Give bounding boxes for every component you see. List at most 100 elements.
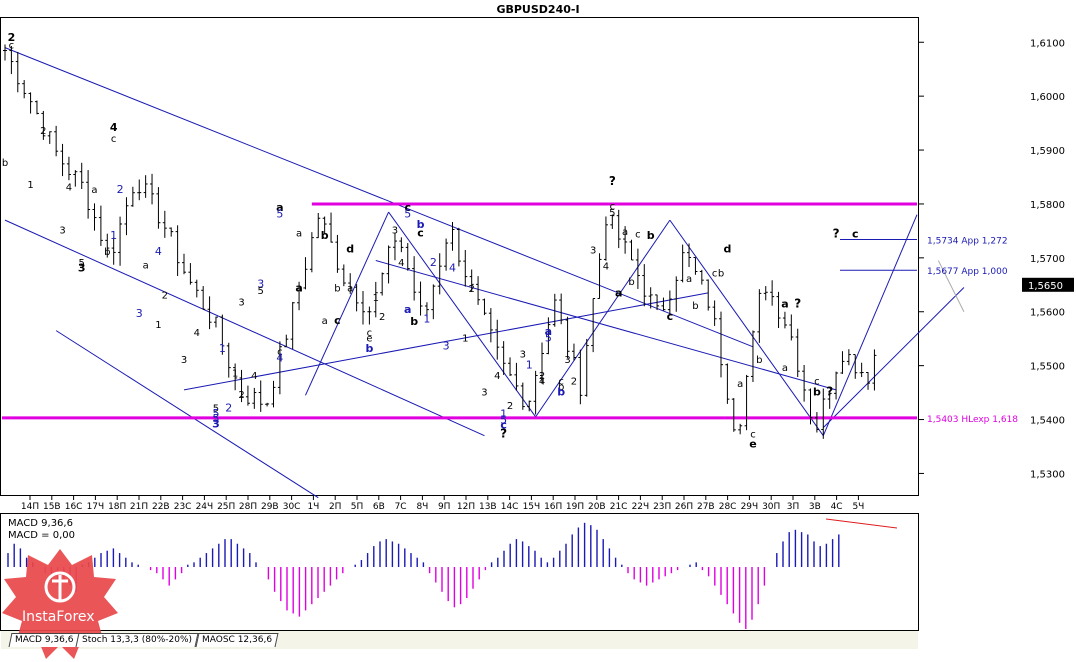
wave-label: 2 — [225, 401, 232, 414]
wave-label: 2 — [507, 401, 513, 412]
wave-label: 5 — [545, 331, 552, 344]
x-tick-label: 14С — [501, 502, 519, 512]
x-tick-label: 30П — [762, 502, 780, 512]
channel-line — [55, 330, 319, 499]
x-axis: 14П 15В 16С 17Ч 18П 21П 22В 23С 24Ч 25П 28П 29В 30С 1… — [21, 495, 864, 512]
x-tick-label: 6В — [373, 502, 385, 512]
x-tick-label: 8Ч — [416, 502, 428, 512]
x-tick-label: 16П — [544, 502, 562, 512]
wave-label: b — [2, 158, 8, 169]
x-tick-label: 12П — [457, 502, 475, 512]
wave-label: c — [558, 377, 564, 388]
x-tick-label: 9П — [438, 502, 451, 512]
instaforex-logo — [2, 549, 118, 659]
wave-label: c — [750, 429, 756, 440]
wave-label: 1 — [27, 180, 33, 191]
price-panel-frame — [0, 17, 919, 496]
x-tick-label: 23П — [653, 502, 671, 512]
wave-label: 5 — [500, 413, 507, 426]
wave-label: e — [366, 333, 372, 344]
wave-label: c — [712, 269, 718, 280]
wave-label: a — [781, 297, 788, 310]
wave-zigzag-line — [388, 211, 537, 418]
y-tick-label: 1,5700 — [1030, 254, 1065, 265]
tab-stoch[interactable]: Stoch 13,3,3 (80%-20%) — [75, 633, 199, 647]
x-tick-label: 29Ч — [741, 502, 759, 512]
x-tick-label: 22Ч — [632, 502, 650, 512]
x-tick-label: 23С — [174, 502, 192, 512]
wave-label: 3 — [136, 307, 143, 320]
wave-label: 3 — [212, 418, 220, 431]
x-tick-label: 15Ч — [523, 502, 541, 512]
wave-label: 4 — [194, 328, 200, 339]
divergence-line — [825, 518, 898, 529]
price-levels: 1,5734 App 1,272 1,5677 App 1,000 1,5403 H… — [2, 202, 1018, 425]
x-tick-label: 27В — [697, 502, 715, 512]
x-tick-label: 1Ч — [307, 502, 319, 512]
wave-label: 4 — [155, 245, 162, 258]
wave-label: c — [610, 201, 616, 212]
wave-label: 1 — [155, 320, 161, 331]
x-tick-label: 7С — [395, 502, 407, 512]
y-axis: 1,6100 1,6000 1,5900 1,5800 1,5700 1,5600 1,55… — [918, 38, 1065, 480]
x-tick-label: 22В — [152, 502, 170, 512]
y-tick-label: 1,5800 — [1030, 200, 1065, 211]
wave-label: c — [367, 328, 373, 339]
wave-label: c — [635, 229, 641, 240]
tab-macd[interactable]: MACD 9,36,6 — [8, 633, 80, 647]
wave-label: 3 — [238, 297, 244, 308]
wave-label: d — [723, 242, 731, 255]
channel-line — [183, 292, 709, 391]
wave-label: 5 — [258, 286, 264, 297]
wave-label: b — [417, 218, 425, 231]
wave-label: ? — [500, 426, 507, 440]
tab-maosc[interactable]: MAOSC 12,36,6 — [195, 633, 279, 647]
x-tick-label: 4С — [831, 502, 843, 512]
level-label: 1,5677 App 1,000 — [927, 267, 1008, 277]
x-tick-label: 19П — [566, 502, 584, 512]
trend-channels — [4, 47, 965, 499]
wave-zigzag-line — [305, 211, 390, 396]
x-tick-label: 21С — [610, 502, 628, 512]
wave-label: 5 — [609, 208, 615, 219]
wave-label: b — [647, 229, 655, 242]
wave-label: 3 — [520, 350, 526, 361]
wave-label: 4 — [449, 261, 456, 274]
wave-label: 1 — [373, 293, 379, 304]
wave-label: a — [276, 201, 283, 214]
x-tick-label: 21П — [130, 502, 148, 512]
wave-label: 5 — [276, 207, 283, 220]
wave-label: 1 — [462, 333, 468, 344]
wave-label: b — [813, 385, 821, 398]
wave-label: a — [295, 281, 302, 294]
wave-label: 4 — [110, 121, 118, 134]
x-tick-label: 20В — [588, 502, 606, 512]
x-tick-label: 15В — [43, 502, 61, 512]
wave-label: 3 — [590, 246, 596, 257]
wave-label: 3 — [392, 226, 398, 237]
wave-label: b — [557, 385, 565, 398]
instaforex-logo-text: InstaForex — [22, 609, 95, 625]
wave-label: 2 — [430, 256, 437, 269]
channel-line — [375, 260, 837, 391]
wave-label: a — [322, 316, 328, 327]
x-tick-label: 29В — [261, 502, 279, 512]
wave-label: b — [718, 269, 724, 280]
wave-label: 5 — [404, 207, 411, 220]
wave-label: a — [622, 227, 628, 238]
wave-label: c — [334, 314, 341, 327]
wave-label: ? — [609, 174, 616, 188]
wave-label: 4 — [539, 377, 545, 388]
x-tick-label: 3П — [787, 502, 800, 512]
macd-value: MACD = 0,00 — [8, 530, 75, 541]
wave-label: 2 — [468, 284, 474, 295]
x-tick-label: 17Ч — [87, 502, 105, 512]
wave-label: c — [404, 201, 411, 214]
price-bars — [3, 44, 877, 439]
wave-label: 2 — [40, 126, 46, 137]
channel-line — [4, 219, 485, 437]
wave-label: 5 — [79, 258, 85, 269]
